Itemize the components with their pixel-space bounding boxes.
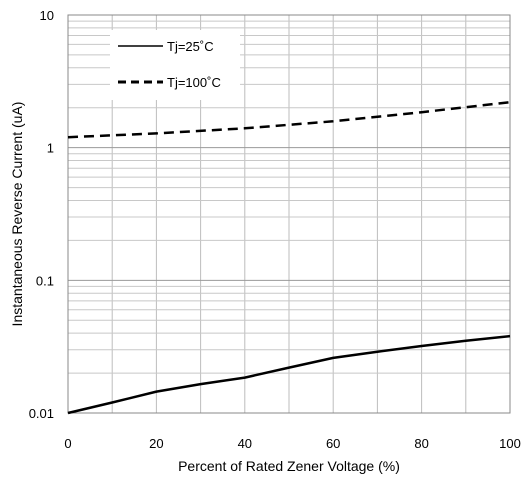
x-tick-label: 0 <box>64 436 71 451</box>
legend-box <box>110 30 240 100</box>
legend: Tj=25˚C Tj=100˚C <box>110 30 240 100</box>
y-axis-label: Instantaneous Reverse Current (uA) <box>9 102 25 327</box>
y-tick-label: 10 <box>40 8 54 23</box>
y-tick-labels: 0.01 0.1 1 10 <box>29 8 54 421</box>
x-tick-label: 40 <box>238 436 252 451</box>
series-line-tj25 <box>67 334 511 415</box>
y-tick-label: 0.01 <box>29 406 54 421</box>
x-tick-label: 100 <box>499 436 521 451</box>
x-axis-label: Percent of Rated Zener Voltage (%) <box>178 458 400 474</box>
series-line-tj100 <box>67 100 511 139</box>
x-tick-label: 80 <box>414 436 428 451</box>
plot-frame <box>67 14 511 414</box>
legend-label: Tj=25˚C <box>167 39 214 54</box>
legend-label: Tj=100˚C <box>167 75 221 90</box>
grid <box>68 15 510 413</box>
y-tick-label: 1 <box>47 141 54 156</box>
x-tick-label: 20 <box>149 436 163 451</box>
x-tick-labels: 0 20 40 60 80 100 <box>64 436 520 451</box>
series-lines <box>67 100 511 415</box>
x-tick-label: 60 <box>326 436 340 451</box>
y-tick-label: 0.1 <box>36 273 54 288</box>
